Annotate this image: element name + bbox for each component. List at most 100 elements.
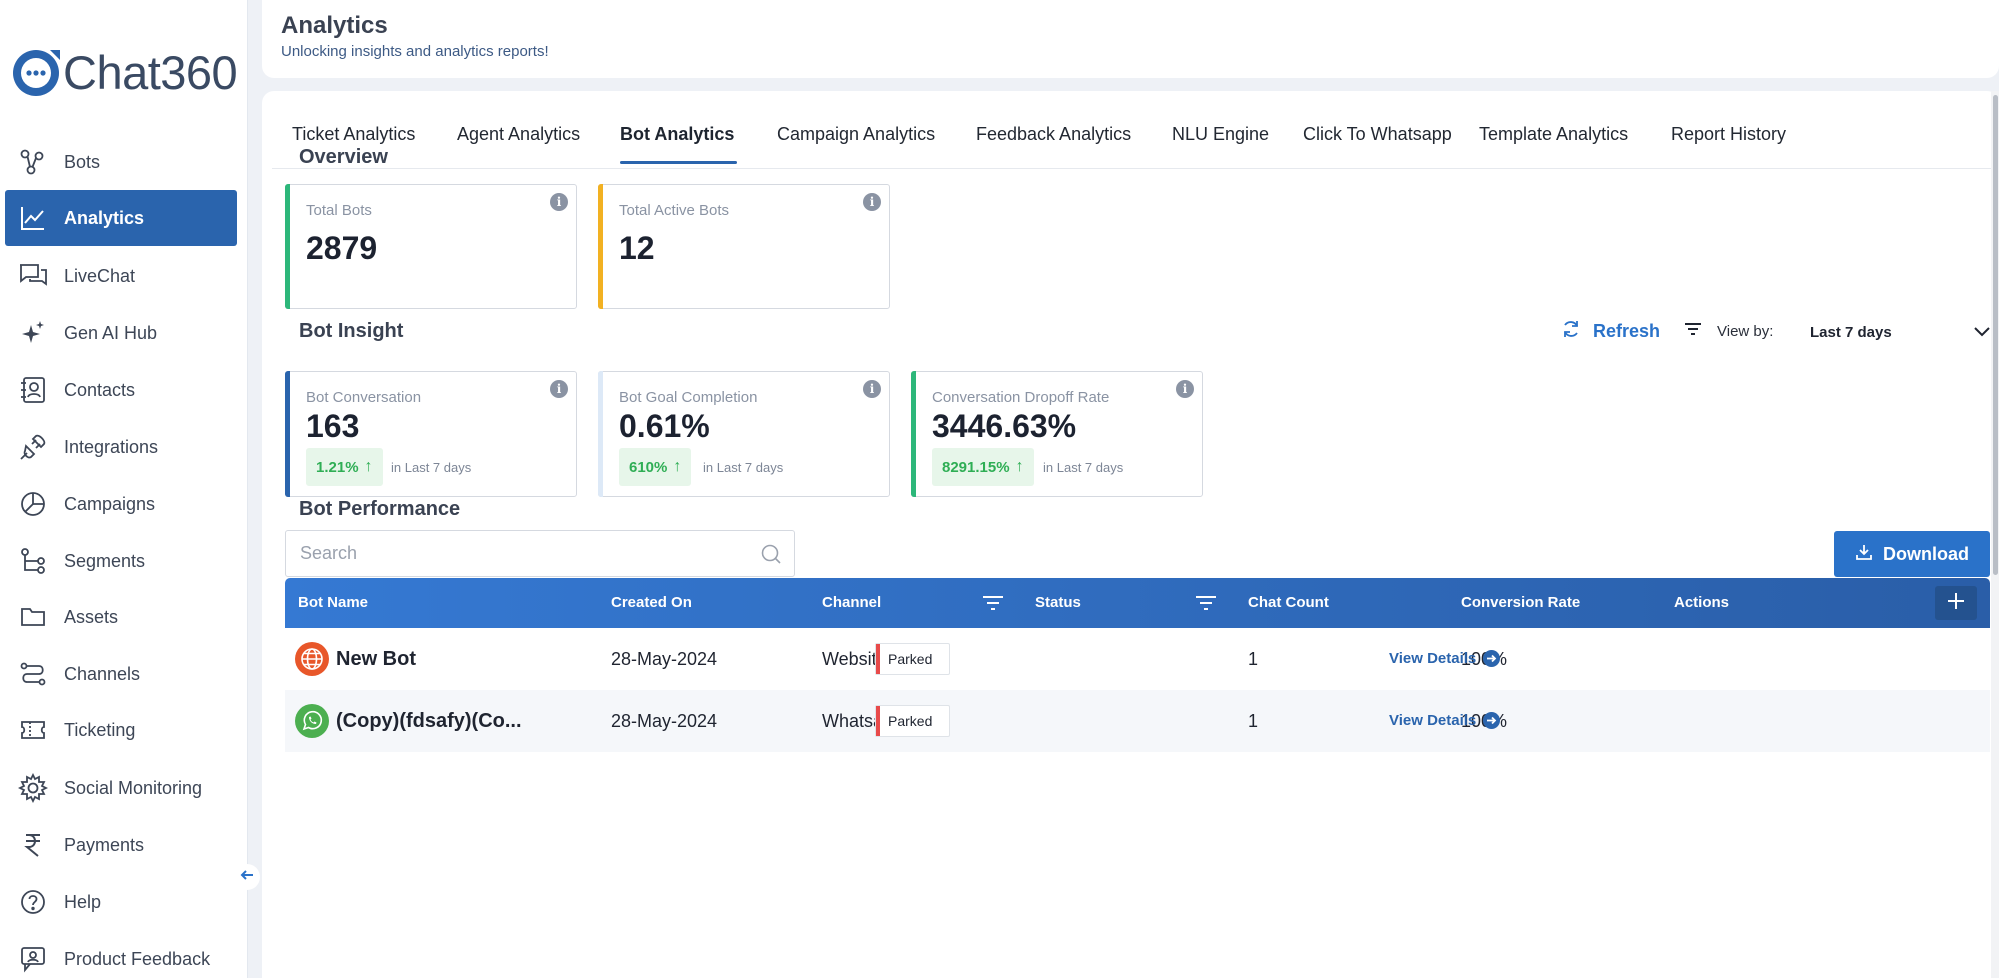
view-details-link[interactable]: View Details [1389,712,1501,729]
sidebar-item-ticketing[interactable]: Ticketing [5,702,237,758]
tab-agent-analytics[interactable]: Agent Analytics [457,124,581,144]
status-label: Parked [888,651,933,667]
info-icon[interactable]: i [1176,380,1194,398]
channel: Website [822,649,887,669]
feedback-icon [16,942,50,976]
sidebar-item-label: LiveChat [64,265,136,286]
bot-name-cell[interactable]: New Bot [295,642,416,676]
trend-value: 1.21% [316,458,359,476]
sidebar-item-segments[interactable]: Segments [5,533,237,589]
sidebar-item-integrations[interactable]: Integrations [5,419,237,475]
sidebar-item-channels[interactable]: Channels [5,646,237,702]
sidebar-item-contacts[interactable]: Contacts [5,362,237,418]
view-details-link[interactable]: View Details [1389,650,1501,667]
sidebar-item-help[interactable]: Help [5,874,237,930]
status-badge: Parked [875,705,950,737]
collapse-sidebar-button[interactable] [234,864,260,890]
channels-icon [16,657,50,691]
total-bots-card: Total Bots 2879 i [285,184,577,309]
scrollbar-thumb[interactable] [1993,95,1998,575]
table-row[interactable]: (Copy)(fdsafy)(Co... 28-May-2024 Whatsap… [285,690,1990,752]
bot-performance-title: Bot Performance [299,498,461,520]
add-column-button[interactable] [1935,586,1977,620]
column-header-created-on[interactable]: Created On [611,594,692,611]
tab-feedback-analytics[interactable]: Feedback Analytics [976,124,1132,144]
page-header: Analytics Unlocking insights and analyti… [262,0,1999,78]
info-icon[interactable]: i [550,380,568,398]
channel-filter-icon[interactable] [981,592,1005,619]
tab-click-to-whatsapp[interactable]: Click To Whatsapp [1303,124,1452,144]
trend-note: in Last 7 days [703,460,784,475]
bot-goal-completion-card: Bot Goal Completion 0.61% i 610% ↑ in Las… [598,371,890,497]
card-value: 12 [619,230,655,266]
tab-template-analytics[interactable]: Template Analytics [1479,124,1629,144]
info-icon[interactable]: i [863,193,881,211]
search-input[interactable] [300,531,740,576]
bot-insight-title: Bot Insight [299,320,404,342]
sidebar-item-product-feedback[interactable]: Product Feedback [5,931,237,978]
sidebar-item-bots[interactable]: Bots [5,134,237,190]
tab-bot-analytics[interactable]: Bot Analytics [620,124,735,144]
column-header-status[interactable]: Status [1035,594,1081,611]
trend-note: in Last 7 days [391,460,472,475]
sidebar-item-social-monitoring[interactable]: Social Monitoring [5,760,237,816]
sidebar-item-analytics[interactable]: Analytics [5,190,237,246]
download-label: Download [1883,543,1969,564]
viewby-value: Last 7 days [1810,323,1892,341]
trend-note: in Last 7 days [1043,460,1124,475]
sidebar-item-livechat[interactable]: LiveChat [5,248,237,304]
overview-title: Overview [299,146,388,168]
card-accent-bar [285,371,290,497]
chat-count: 1 [1248,711,1259,731]
tab-ticket-analytics[interactable]: Ticket Analytics [292,124,416,144]
logo[interactable]: Chat360 [10,42,238,102]
tab-report-history[interactable]: Report History [1671,124,1787,144]
bot-name: New Bot [336,647,416,670]
column-header-actions[interactable]: Actions [1674,594,1730,611]
page-subtitle: Unlocking insights and analytics reports… [281,43,549,60]
column-header-conversion-rate[interactable]: Conversion Rate [1461,594,1581,611]
card-value: 2879 [306,230,378,266]
sidebar-item-label: Help [64,891,102,912]
card-label: Total Bots [306,202,372,219]
column-header-chat-count[interactable]: Chat Count [1248,594,1329,611]
contacts-icon [16,373,50,407]
search-icon[interactable] [760,543,782,570]
main-panel: Ticket Analytics Agent Analytics Bot Ana… [262,91,1999,978]
bot-name-cell[interactable]: (Copy)(fdsafy)(Co... [295,704,522,738]
trend-badge: 610% ↑ [619,448,692,486]
tab-nlu-engine[interactable]: NLU Engine [1172,124,1270,144]
arrow-up-icon: ↑ [1015,458,1024,475]
table-header: Bot Name Created On Channel Status Chat … [285,578,1990,628]
sidebar-item-assets[interactable]: Assets [5,589,237,645]
sidebar-item-gen-ai-hub[interactable]: Gen AI Hub [5,305,237,361]
column-header-bot-name[interactable]: Bot Name [298,594,369,611]
info-icon[interactable]: i [863,380,881,398]
status-filter-icon[interactable] [1194,592,1218,619]
created-on: 28-May-2024 [611,649,718,669]
logo-text: Chat360 [63,45,238,99]
column-header-channel[interactable]: Channel [822,594,882,611]
table-row[interactable]: New Bot 28-May-2024 Website Parked 1 100… [285,628,1990,690]
viewby-select[interactable]: Last 7 days [1802,315,1999,349]
sidebar-item-payments[interactable]: Payments [5,817,237,873]
refresh-icon [1561,319,1581,344]
download-button[interactable]: Download [1834,531,1990,577]
sidebar-item-campaigns[interactable]: Campaigns [5,476,237,532]
arrow-right-icon [1483,650,1501,667]
plug-icon [16,430,50,464]
segments-icon [16,544,50,578]
trend-badge: 8291.15% ↑ [932,448,1034,486]
card-value: 163 [306,408,360,444]
sidebar-item-label: Segments [64,550,146,571]
card-accent-bar [285,184,290,309]
info-icon[interactable]: i [550,193,568,211]
help-icon [16,885,50,919]
status-label: Parked [888,713,933,729]
refresh-button[interactable]: Refresh [1561,319,1660,344]
sidebar-item-label: Contacts [64,379,136,400]
plus-icon [1945,590,1967,617]
chat-count: 1 [1248,649,1259,669]
tab-campaign-analytics[interactable]: Campaign Analytics [777,124,936,144]
whatsapp-icon [295,704,329,738]
